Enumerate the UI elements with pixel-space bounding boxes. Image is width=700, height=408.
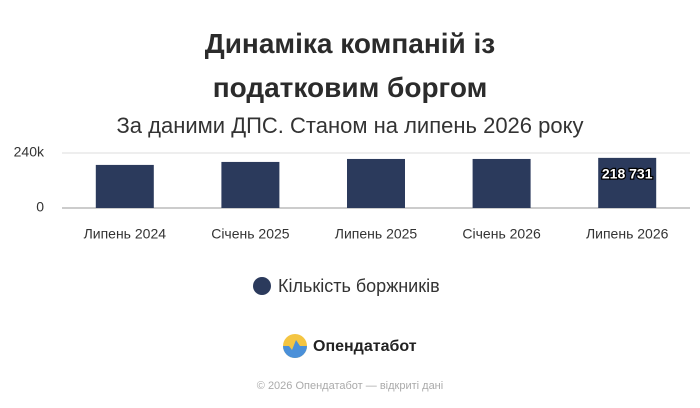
footer: © 2026 Опендатабот — відкриті дані bbox=[257, 380, 443, 392]
x-tick-label: Липень 2026 bbox=[586, 226, 669, 242]
logo-text: Опендатабот bbox=[313, 338, 417, 355]
x-tick-label: Липень 2025 bbox=[335, 226, 418, 242]
x-tick-label: Липень 2024 bbox=[84, 226, 167, 242]
bar bbox=[598, 157, 657, 208]
bar bbox=[221, 161, 280, 208]
x-tick-label: Січень 2026 bbox=[462, 226, 541, 242]
bar bbox=[472, 158, 531, 208]
bar bbox=[95, 164, 154, 208]
bar bbox=[347, 158, 405, 208]
x-tick-label: Січень 2025 bbox=[211, 226, 290, 242]
chart-subtitle: За даними ДПС. Станом на липень 2026 рок… bbox=[117, 113, 584, 138]
data-label: 218 731 bbox=[602, 166, 653, 182]
logo bbox=[283, 334, 307, 358]
y-tick-label: 240k bbox=[14, 144, 45, 160]
legend-label: Кількість боржників bbox=[278, 276, 440, 296]
y-tick-label: 0 bbox=[36, 199, 44, 215]
chart-title: Динаміка компаній із податковим боргом bbox=[204, 28, 496, 103]
legend-swatch bbox=[253, 277, 271, 295]
